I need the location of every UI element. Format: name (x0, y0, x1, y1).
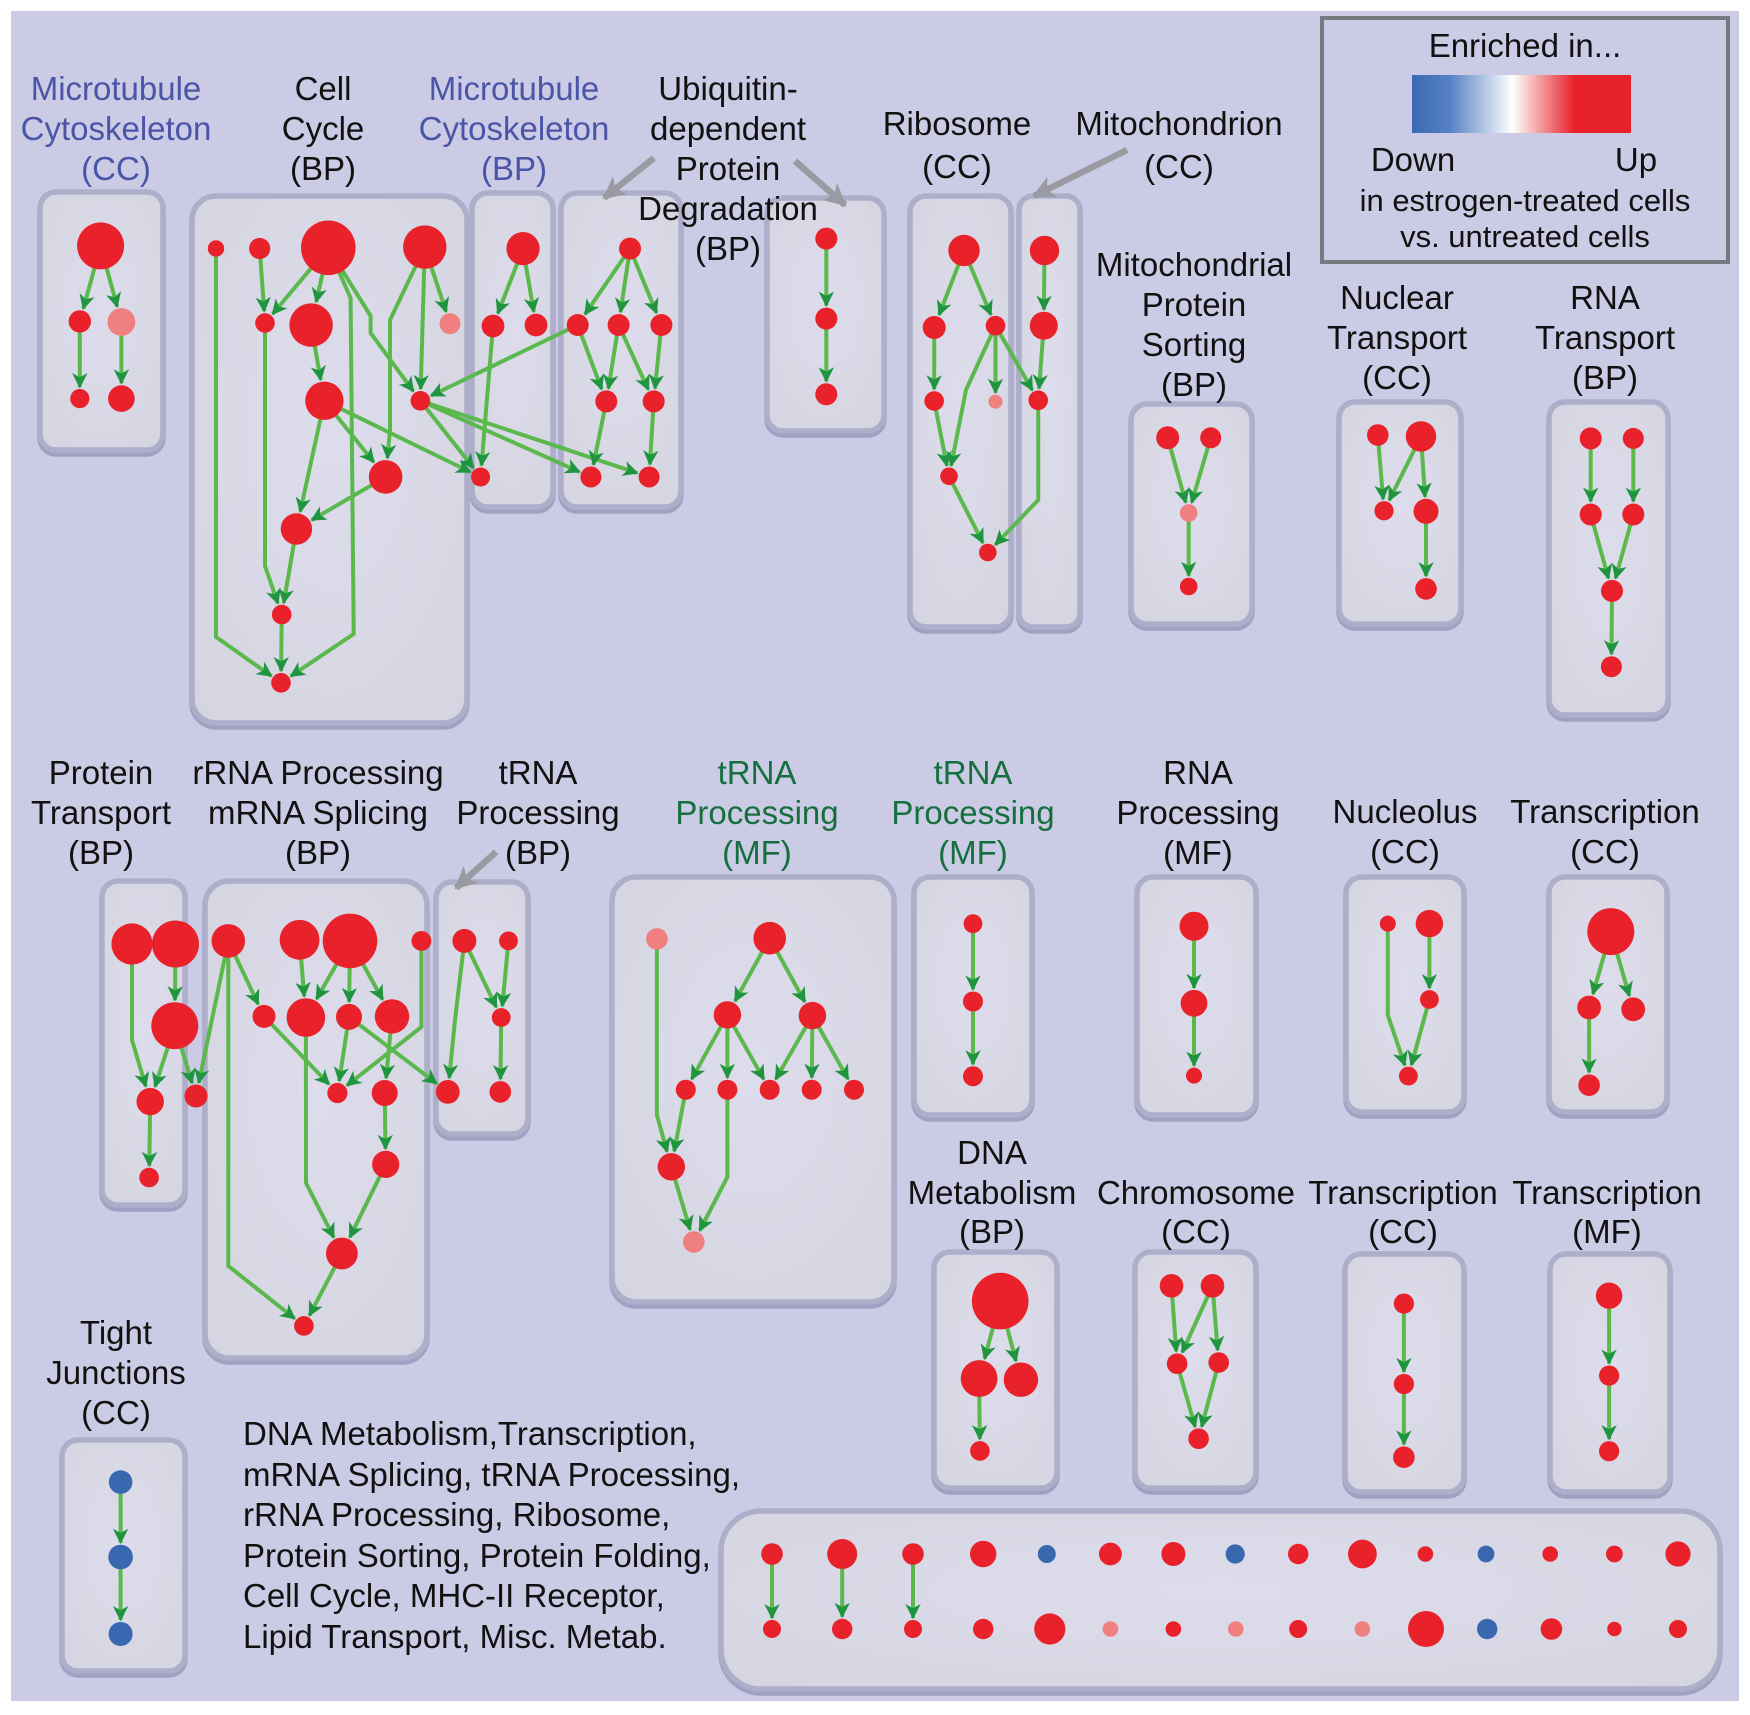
svg-text:(MF): (MF) (1572, 1213, 1642, 1250)
svg-text:Processing: Processing (1116, 794, 1279, 831)
svg-text:tRNA: tRNA (499, 754, 578, 791)
svg-text:rRNA Processing, Ribosome,: rRNA Processing, Ribosome, (243, 1496, 670, 1533)
svg-text:(BP): (BP) (505, 834, 571, 871)
svg-text:Chromosome: Chromosome (1097, 1174, 1295, 1211)
svg-text:(CC): (CC) (1570, 833, 1640, 870)
svg-text:Ribosome: Ribosome (883, 105, 1032, 142)
svg-text:Sorting: Sorting (1142, 326, 1247, 363)
svg-text:rRNA Processing: rRNA Processing (192, 754, 443, 791)
svg-text:Cytoskeleton: Cytoskeleton (21, 110, 212, 147)
svg-text:Tight: Tight (80, 1314, 152, 1351)
svg-text:Protein Sorting, Protein Foldi: Protein Sorting, Protein Folding, (243, 1537, 711, 1574)
svg-text:Cell Cycle, MHC-II Receptor,: Cell Cycle, MHC-II Receptor, (243, 1577, 665, 1614)
svg-text:(BP): (BP) (695, 230, 761, 267)
svg-text:(MF): (MF) (938, 834, 1008, 871)
svg-text:Junctions: Junctions (46, 1354, 185, 1391)
svg-text:Transport: Transport (31, 794, 171, 831)
svg-text:Up: Up (1615, 141, 1657, 178)
svg-text:Lipid Transport, Misc. Metab.: Lipid Transport, Misc. Metab. (243, 1618, 667, 1655)
svg-text:(CC): (CC) (1370, 833, 1440, 870)
svg-text:(BP): (BP) (959, 1213, 1025, 1250)
svg-text:Enriched in...: Enriched in... (1429, 27, 1622, 64)
svg-text:DNA Metabolism,Transcription,: DNA Metabolism,Transcription, (243, 1415, 697, 1452)
svg-text:in estrogen-treated cells: in estrogen-treated cells (1360, 183, 1691, 218)
svg-text:(BP): (BP) (481, 150, 547, 187)
svg-text:(BP): (BP) (1161, 366, 1227, 403)
svg-text:Protein: Protein (1142, 286, 1247, 323)
svg-text:Protein: Protein (49, 754, 154, 791)
svg-text:(CC): (CC) (1161, 1213, 1231, 1250)
svg-text:Mitochondrion: Mitochondrion (1075, 105, 1282, 142)
svg-text:(BP): (BP) (1572, 359, 1638, 396)
svg-text:DNA: DNA (957, 1134, 1027, 1171)
svg-text:(CC): (CC) (81, 150, 151, 187)
svg-text:(CC): (CC) (922, 148, 992, 185)
svg-text:(CC): (CC) (1368, 1213, 1438, 1250)
svg-text:Degradation: Degradation (638, 190, 818, 227)
svg-text:tRNA: tRNA (718, 754, 797, 791)
svg-text:Ubiquitin-: Ubiquitin- (658, 70, 797, 107)
svg-text:Processing: Processing (675, 794, 838, 831)
svg-text:Transport: Transport (1535, 319, 1675, 356)
svg-text:Transcription: Transcription (1512, 1174, 1702, 1211)
svg-text:RNA: RNA (1163, 754, 1233, 791)
svg-text:vs. untreated cells: vs. untreated cells (1400, 219, 1650, 254)
svg-text:Transcription: Transcription (1510, 793, 1700, 830)
svg-text:(BP): (BP) (68, 834, 134, 871)
svg-text:Nuclear: Nuclear (1340, 279, 1454, 316)
svg-text:Nucleolus: Nucleolus (1333, 793, 1478, 830)
svg-text:RNA: RNA (1570, 279, 1640, 316)
svg-text:(CC): (CC) (81, 1394, 151, 1431)
svg-text:Cycle: Cycle (282, 110, 365, 147)
svg-text:Microtubule: Microtubule (31, 70, 202, 107)
svg-text:Cell: Cell (295, 70, 352, 107)
svg-text:mRNA Splicing: mRNA Splicing (208, 794, 428, 831)
svg-text:(BP): (BP) (285, 834, 351, 871)
svg-text:Down: Down (1371, 141, 1455, 178)
svg-text:dependent: dependent (650, 110, 806, 147)
svg-text:(BP): (BP) (290, 150, 356, 187)
svg-text:Processing: Processing (891, 794, 1054, 831)
svg-text:(MF): (MF) (722, 834, 792, 871)
svg-text:Cytoskeleton: Cytoskeleton (419, 110, 610, 147)
svg-text:Transport: Transport (1327, 319, 1467, 356)
svg-text:(CC): (CC) (1362, 359, 1432, 396)
svg-text:Mitochondrial: Mitochondrial (1096, 246, 1292, 283)
svg-text:Transcription: Transcription (1308, 1174, 1498, 1211)
svg-text:Processing: Processing (456, 794, 619, 831)
svg-text:(MF): (MF) (1163, 834, 1233, 871)
svg-text:(CC): (CC) (1144, 148, 1214, 185)
svg-text:Microtubule: Microtubule (429, 70, 600, 107)
svg-text:Metabolism: Metabolism (908, 1174, 1077, 1211)
svg-text:mRNA Splicing, tRNA Processing: mRNA Splicing, tRNA Processing, (243, 1456, 740, 1493)
svg-text:tRNA: tRNA (934, 754, 1013, 791)
svg-text:Protein: Protein (676, 150, 781, 187)
